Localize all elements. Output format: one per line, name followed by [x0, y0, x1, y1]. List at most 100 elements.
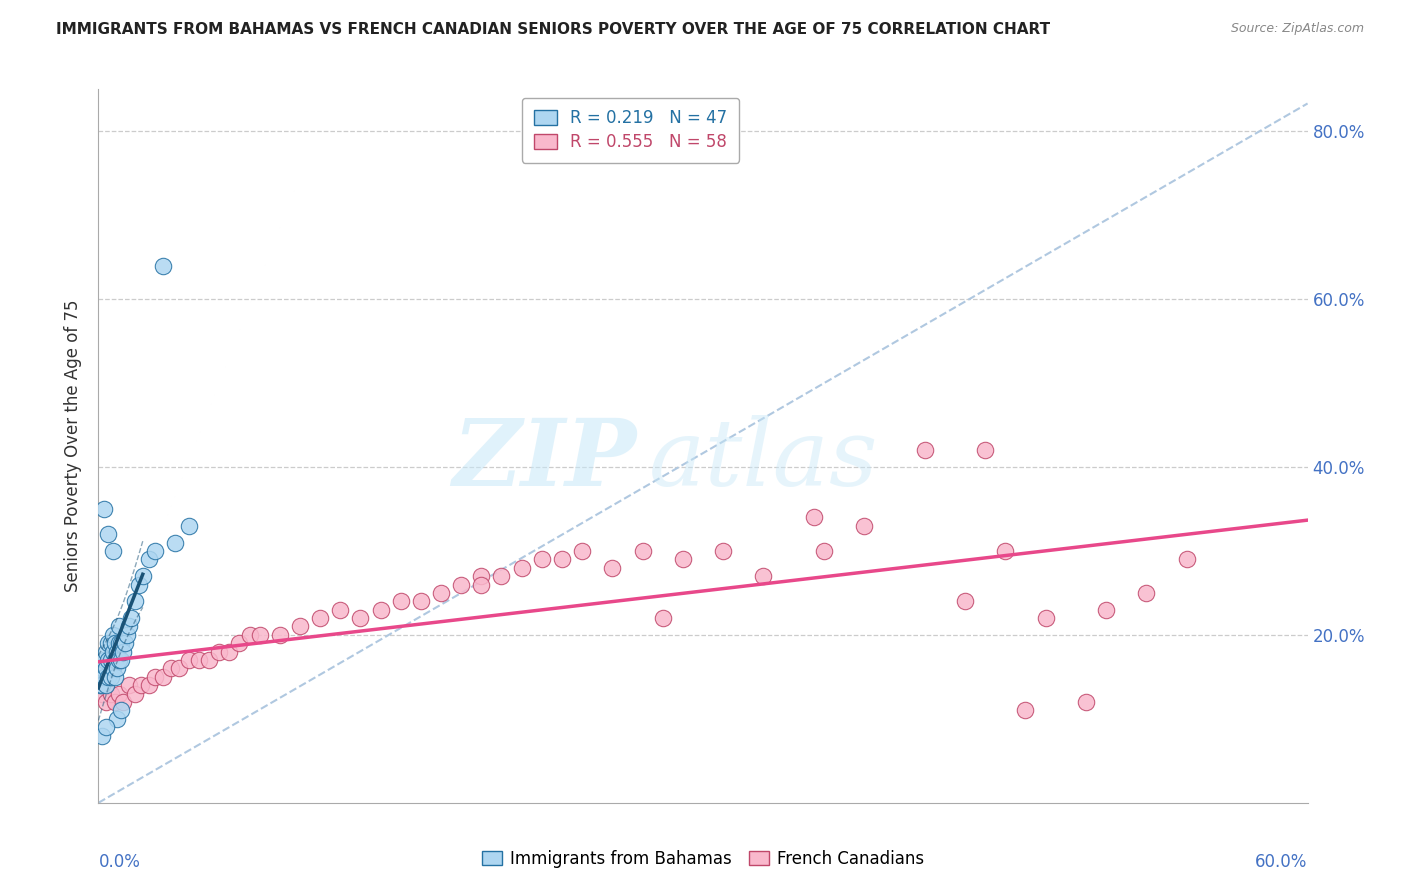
Point [163, 535, 186, 549]
Point [114, 636, 136, 650]
Point [430, 586, 453, 600]
Point [107, 636, 129, 650]
Point [118, 619, 141, 633]
Point [100, 670, 122, 684]
Point [120, 611, 142, 625]
Text: ZIP: ZIP [453, 416, 637, 505]
Point [111, 645, 134, 659]
Point [672, 552, 695, 566]
Point [110, 653, 132, 667]
Point [103, 636, 125, 650]
Point [752, 569, 775, 583]
Point [100, 687, 122, 701]
Point [100, 653, 122, 667]
Point [470, 569, 492, 583]
Point [249, 628, 271, 642]
Point [96, 720, 118, 734]
Point [91, 729, 114, 743]
Point [138, 552, 160, 566]
Point [101, 544, 124, 558]
Point [118, 678, 141, 692]
Point [115, 628, 138, 642]
Point [530, 552, 553, 566]
Point [510, 560, 533, 574]
Point [129, 678, 152, 692]
Point [370, 603, 392, 617]
Point [128, 577, 150, 591]
Point [1074, 695, 1097, 709]
Point [107, 653, 129, 667]
Point [179, 518, 201, 533]
Point [152, 670, 174, 684]
Point [551, 552, 574, 566]
Point [132, 569, 155, 583]
Point [974, 443, 997, 458]
Point [110, 703, 132, 717]
Point [470, 577, 492, 591]
Point [100, 636, 122, 650]
Point [269, 628, 291, 642]
Point [602, 560, 624, 574]
Point [143, 670, 166, 684]
Point [953, 594, 976, 608]
Point [91, 661, 114, 675]
Point [91, 678, 114, 692]
Point [288, 619, 311, 633]
Legend: R = 0.219   N = 47, R = 0.555   N = 58: R = 0.219 N = 47, R = 0.555 N = 58 [522, 97, 740, 162]
Point [1014, 703, 1036, 717]
Point [167, 661, 190, 675]
Point [198, 653, 221, 667]
Y-axis label: Seniors Poverty Over the Age of 75: Seniors Poverty Over the Age of 75 [65, 300, 83, 592]
Point [711, 544, 734, 558]
Point [160, 661, 183, 675]
Point [228, 636, 250, 650]
Point [188, 653, 211, 667]
Text: IMMIGRANTS FROM BAHAMAS VS FRENCH CANADIAN SENIORS POVERTY OVER THE AGE OF 75 CO: IMMIGRANTS FROM BAHAMAS VS FRENCH CANADI… [56, 22, 1050, 37]
Point [914, 443, 936, 458]
Point [103, 695, 125, 709]
Point [105, 645, 128, 659]
Point [994, 544, 1017, 558]
Point [1035, 611, 1057, 625]
Point [105, 712, 128, 726]
Point [124, 687, 146, 701]
Point [107, 687, 129, 701]
Point [91, 687, 114, 701]
Point [491, 569, 513, 583]
Point [138, 678, 160, 692]
Point [101, 628, 124, 642]
Text: Source: ZipAtlas.com: Source: ZipAtlas.com [1230, 22, 1364, 36]
Point [103, 670, 125, 684]
Point [152, 259, 174, 273]
Text: atlas: atlas [648, 416, 879, 505]
Point [96, 645, 118, 659]
Point [97, 527, 120, 541]
Point [103, 653, 125, 667]
Point [1135, 586, 1157, 600]
Point [179, 653, 201, 667]
Point [97, 653, 120, 667]
Text: 0.0%: 0.0% [98, 853, 141, 871]
Point [96, 661, 118, 675]
Point [97, 670, 120, 684]
Point [1175, 552, 1198, 566]
Point [803, 510, 825, 524]
Point [143, 544, 166, 558]
Point [97, 636, 120, 650]
Point [93, 502, 115, 516]
Text: 60.0%: 60.0% [1256, 853, 1308, 871]
Point [93, 653, 115, 667]
Point [450, 577, 472, 591]
Point [218, 645, 240, 659]
Point [349, 611, 371, 625]
Point [93, 670, 115, 684]
Point [96, 678, 118, 692]
Point [239, 628, 262, 642]
Point [124, 594, 146, 608]
Point [571, 544, 593, 558]
Point [631, 544, 654, 558]
Point [329, 603, 352, 617]
Point [409, 594, 432, 608]
Point [309, 611, 332, 625]
Point [107, 619, 129, 633]
